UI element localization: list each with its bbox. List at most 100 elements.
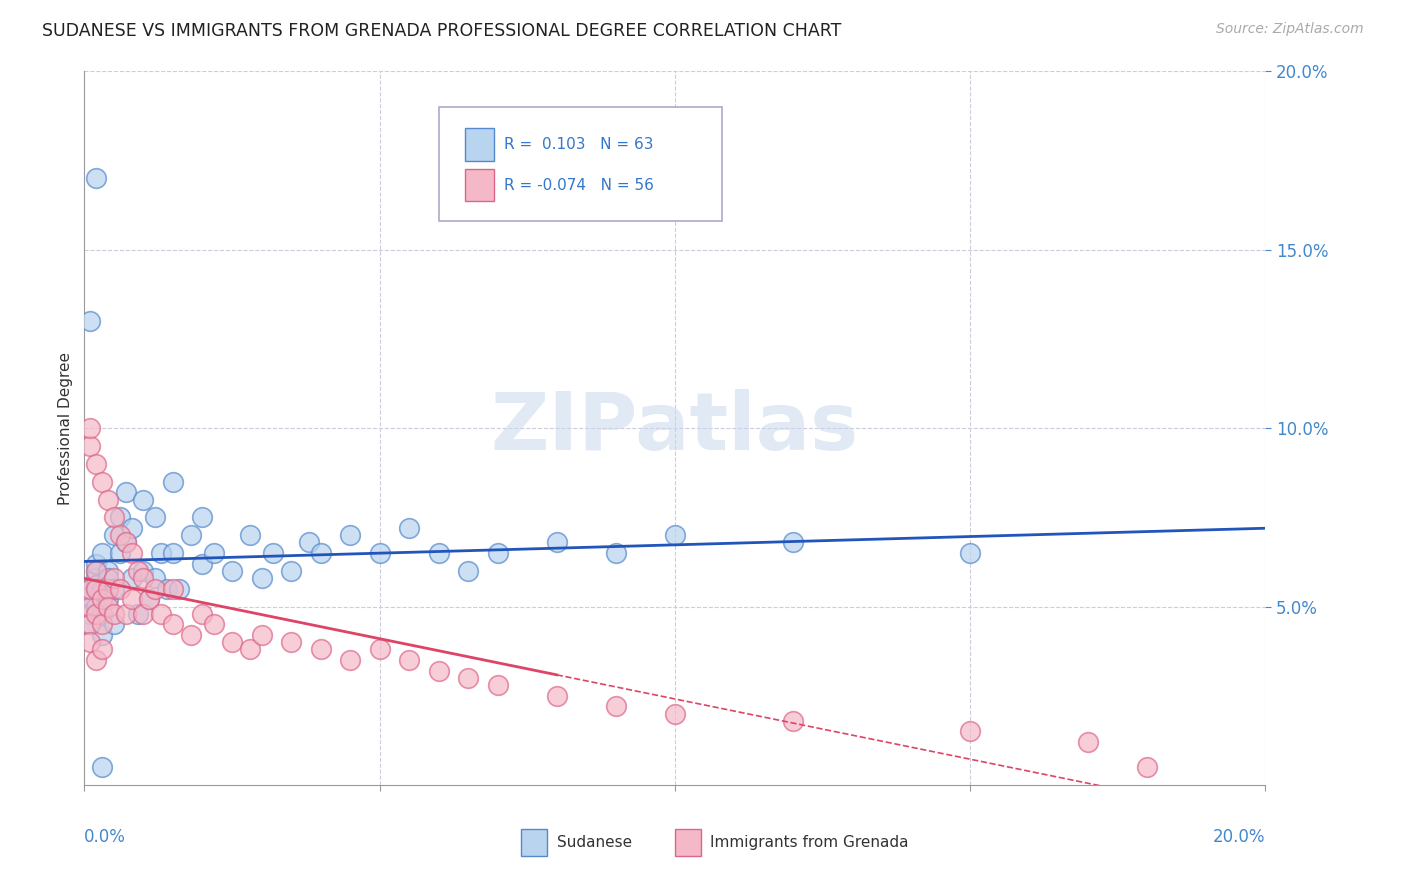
Point	[79, 582, 101, 596]
Point	[782, 714, 804, 728]
Text: Source: ZipAtlas.com: Source: ZipAtlas.com	[1216, 22, 1364, 37]
Point	[457, 564, 479, 578]
Point	[84, 571, 107, 585]
Point	[180, 628, 202, 642]
Point	[167, 582, 190, 596]
Point	[486, 546, 509, 560]
Point	[280, 564, 302, 578]
Point	[546, 535, 568, 549]
Point	[79, 314, 101, 328]
Point	[191, 510, 214, 524]
Point	[84, 582, 107, 596]
Point	[97, 592, 120, 607]
Text: R =  0.103   N = 63: R = 0.103 N = 63	[503, 137, 654, 153]
Point	[782, 535, 804, 549]
Point	[221, 564, 243, 578]
Point	[398, 653, 420, 667]
Point	[114, 485, 136, 500]
Point	[91, 607, 114, 621]
Point	[79, 599, 101, 614]
Point	[132, 564, 155, 578]
Point	[162, 582, 184, 596]
Text: R = -0.074   N = 56: R = -0.074 N = 56	[503, 178, 654, 193]
Point	[250, 628, 273, 642]
Point	[664, 528, 686, 542]
Point	[79, 635, 101, 649]
Point	[427, 664, 450, 678]
Point	[103, 617, 125, 632]
Point	[127, 564, 149, 578]
Text: ZIPatlas: ZIPatlas	[491, 389, 859, 467]
Point	[79, 617, 101, 632]
Point	[84, 578, 107, 592]
Point	[97, 599, 120, 614]
Point	[79, 439, 101, 453]
Point	[239, 642, 262, 657]
Point	[84, 457, 107, 471]
Point	[114, 535, 136, 549]
Point	[1136, 760, 1159, 774]
Point	[91, 617, 114, 632]
Point	[250, 571, 273, 585]
Point	[103, 510, 125, 524]
Point	[84, 607, 107, 621]
Point	[339, 528, 361, 542]
Point	[143, 510, 166, 524]
Point	[457, 671, 479, 685]
Bar	[675, 830, 700, 856]
Point	[162, 546, 184, 560]
Point	[959, 724, 981, 739]
Point	[84, 557, 107, 571]
Point	[103, 607, 125, 621]
Bar	[464, 169, 494, 202]
Point	[97, 492, 120, 507]
Point	[103, 582, 125, 596]
Text: SUDANESE VS IMMIGRANTS FROM GRENADA PROFESSIONAL DEGREE CORRELATION CHART: SUDANESE VS IMMIGRANTS FROM GRENADA PROF…	[42, 22, 842, 40]
Point	[262, 546, 284, 560]
Point	[121, 546, 143, 560]
Point	[84, 564, 107, 578]
Point	[150, 546, 173, 560]
Point	[91, 642, 114, 657]
Point	[84, 171, 107, 186]
Point	[127, 607, 149, 621]
Y-axis label: Professional Degree: Professional Degree	[58, 351, 73, 505]
Text: 20.0%: 20.0%	[1213, 828, 1265, 846]
Bar	[464, 128, 494, 161]
Point	[91, 760, 114, 774]
Point	[191, 607, 214, 621]
Point	[114, 535, 136, 549]
Point	[132, 607, 155, 621]
Point	[91, 475, 114, 489]
Point	[1077, 735, 1099, 749]
Point	[221, 635, 243, 649]
Point	[309, 642, 332, 657]
Point	[664, 706, 686, 721]
Point	[114, 607, 136, 621]
Point	[150, 607, 173, 621]
Point	[97, 582, 120, 596]
Point	[91, 546, 114, 560]
Point	[108, 546, 131, 560]
Point	[138, 592, 160, 607]
Point	[108, 510, 131, 524]
Point	[339, 653, 361, 667]
Point	[103, 528, 125, 542]
Point	[143, 582, 166, 596]
Point	[605, 699, 627, 714]
Point	[91, 582, 114, 596]
Point	[191, 557, 214, 571]
Point	[121, 571, 143, 585]
Point	[84, 599, 107, 614]
Point	[309, 546, 332, 560]
Point	[202, 617, 225, 632]
Point	[368, 642, 391, 657]
Point	[91, 628, 114, 642]
Point	[79, 607, 101, 621]
Point	[132, 571, 155, 585]
Point	[84, 653, 107, 667]
Point	[239, 528, 262, 542]
FancyBboxPatch shape	[439, 107, 723, 221]
Point	[97, 564, 120, 578]
Point	[97, 571, 120, 585]
